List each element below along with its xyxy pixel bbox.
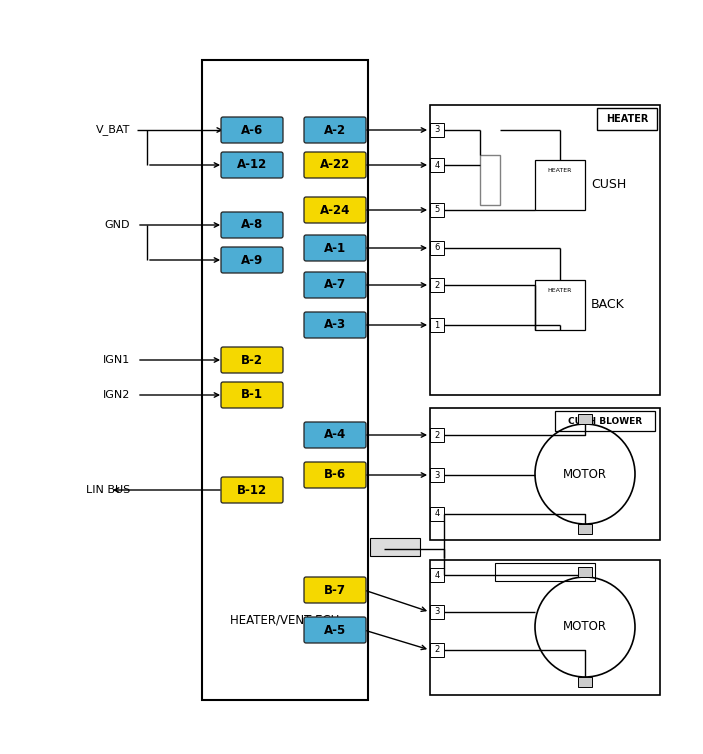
FancyBboxPatch shape: [221, 152, 283, 178]
Text: A-1: A-1: [324, 241, 346, 255]
Text: A-6: A-6: [241, 124, 263, 136]
Text: B-1: B-1: [241, 388, 263, 401]
Bar: [430, 560, 660, 695]
Text: 2: 2: [434, 431, 439, 440]
Bar: [430, 428, 444, 442]
Bar: [535, 280, 585, 330]
Bar: [555, 411, 655, 431]
Text: IGN1: IGN1: [103, 355, 130, 365]
Bar: [430, 468, 444, 482]
Text: 5: 5: [434, 206, 439, 214]
Text: A-9: A-9: [241, 253, 263, 266]
Text: HEATER: HEATER: [606, 114, 648, 124]
FancyBboxPatch shape: [221, 477, 283, 503]
Bar: [578, 414, 592, 424]
Bar: [430, 278, 444, 292]
Bar: [430, 105, 660, 395]
FancyBboxPatch shape: [304, 197, 366, 223]
Text: 3: 3: [434, 125, 439, 134]
Bar: [430, 605, 444, 619]
Text: HEATER: HEATER: [548, 167, 572, 173]
Text: HEATER/VENT ECU: HEATER/VENT ECU: [231, 614, 340, 627]
Text: 2: 2: [434, 280, 439, 290]
Bar: [430, 158, 444, 172]
Text: A-7: A-7: [324, 278, 346, 292]
Text: B-2: B-2: [241, 354, 263, 366]
Bar: [578, 677, 592, 687]
FancyBboxPatch shape: [221, 347, 283, 373]
Text: CUSH: CUSH: [591, 179, 626, 192]
Bar: [495, 563, 595, 581]
Text: B-7: B-7: [324, 584, 346, 596]
Bar: [480, 155, 500, 205]
Bar: [430, 318, 444, 332]
Bar: [578, 567, 592, 577]
Bar: [430, 408, 660, 540]
Text: 4: 4: [434, 161, 439, 170]
Bar: [370, 538, 420, 556]
Text: HEATER: HEATER: [548, 287, 572, 293]
Bar: [597, 108, 657, 130]
Bar: [430, 241, 444, 255]
Text: V_BAT: V_BAT: [96, 124, 130, 136]
Bar: [430, 123, 444, 137]
Bar: [430, 568, 444, 582]
FancyBboxPatch shape: [304, 272, 366, 298]
Text: GND: GND: [105, 220, 130, 230]
FancyBboxPatch shape: [221, 117, 283, 143]
Bar: [430, 643, 444, 657]
Text: A-2: A-2: [324, 124, 346, 136]
Text: LIN BUS: LIN BUS: [86, 485, 130, 495]
Text: A-8: A-8: [241, 219, 263, 231]
FancyBboxPatch shape: [304, 422, 366, 448]
FancyBboxPatch shape: [304, 617, 366, 643]
FancyBboxPatch shape: [304, 117, 366, 143]
FancyBboxPatch shape: [304, 312, 366, 338]
Text: A-12: A-12: [237, 158, 267, 171]
Text: MOTOR: MOTOR: [563, 621, 607, 633]
Text: MOTOR: MOTOR: [563, 467, 607, 480]
FancyBboxPatch shape: [221, 247, 283, 273]
Text: A-3: A-3: [324, 318, 346, 332]
Bar: [430, 507, 444, 521]
Text: BACK: BACK: [591, 299, 625, 311]
Text: 2: 2: [434, 645, 439, 654]
Bar: [202, 60, 368, 700]
FancyBboxPatch shape: [304, 152, 366, 178]
FancyBboxPatch shape: [304, 462, 366, 488]
Bar: [535, 160, 585, 210]
Text: CUSH BLOWER: CUSH BLOWER: [568, 416, 642, 425]
Text: 3: 3: [434, 608, 439, 617]
Bar: [430, 203, 444, 217]
FancyBboxPatch shape: [304, 235, 366, 261]
Text: 1: 1: [434, 320, 439, 329]
Text: A-4: A-4: [324, 428, 346, 442]
FancyBboxPatch shape: [221, 382, 283, 408]
Text: B-12: B-12: [237, 483, 267, 496]
Text: A-24: A-24: [320, 204, 350, 216]
Text: A-22: A-22: [320, 158, 350, 171]
Text: 4: 4: [434, 510, 439, 519]
Text: 4: 4: [434, 571, 439, 580]
FancyBboxPatch shape: [304, 577, 366, 603]
Text: 3: 3: [434, 470, 439, 480]
Text: 6: 6: [434, 244, 439, 253]
Bar: [578, 524, 592, 534]
FancyBboxPatch shape: [221, 212, 283, 238]
Text: IGN2: IGN2: [103, 390, 130, 400]
Text: A-5: A-5: [324, 624, 346, 636]
Text: B-6: B-6: [324, 468, 346, 482]
